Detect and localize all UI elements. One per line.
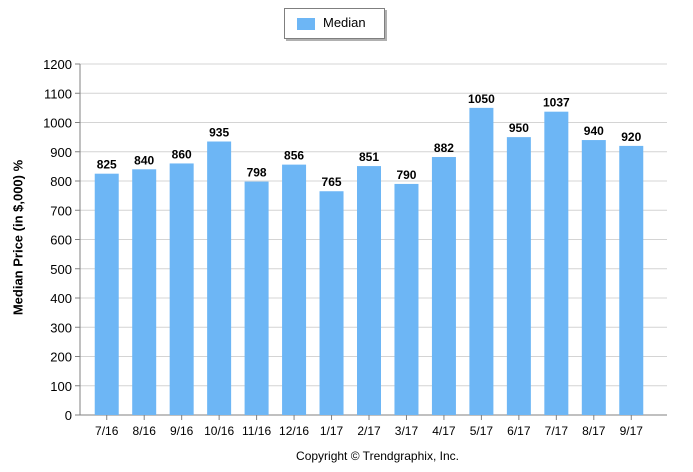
data-label: 920 — [621, 130, 641, 144]
x-tick-label: 7/17 — [545, 424, 569, 438]
x-tick-label: 8/16 — [133, 424, 157, 438]
bar — [207, 141, 232, 415]
y-axis-label: Median Price (in $,000) % — [10, 159, 26, 316]
x-tick-label: 12/16 — [279, 424, 309, 438]
y-tick-label: 1000 — [43, 116, 72, 131]
bar — [132, 169, 157, 415]
bar — [357, 166, 381, 415]
y-tick-label: 500 — [50, 262, 72, 277]
x-tick-label: 1/17 — [320, 424, 344, 438]
data-label: 950 — [509, 121, 529, 135]
data-label: 882 — [434, 141, 454, 155]
x-tick-label: 9/17 — [620, 424, 644, 438]
data-label: 765 — [322, 175, 342, 189]
data-label: 851 — [359, 150, 379, 164]
legend: Median — [284, 8, 385, 39]
data-label: 790 — [396, 168, 416, 182]
data-label: 1037 — [543, 96, 570, 110]
x-tick-label: 4/17 — [432, 424, 456, 438]
bar — [581, 140, 606, 416]
bar — [469, 107, 494, 415]
legend-label: Median — [323, 15, 366, 30]
y-tick-label: 600 — [50, 233, 72, 248]
data-labels: 825 840 860 935 798 856 765 851 790 882 1050 950 103… — [97, 92, 642, 189]
y-tick-label: 1100 — [44, 86, 72, 101]
bar — [94, 173, 119, 415]
bar — [319, 191, 344, 415]
data-label: 860 — [172, 147, 192, 161]
bar — [431, 157, 456, 415]
bar — [506, 137, 531, 415]
legend-swatch — [297, 18, 315, 30]
bar — [394, 183, 419, 415]
bar — [282, 164, 307, 415]
y-tick-label: 1200 — [43, 57, 72, 72]
data-label: 935 — [209, 126, 229, 140]
y-tick-label: 800 — [50, 174, 72, 189]
copyright-text: Copyright © Trendgraphix, Inc. — [296, 449, 459, 463]
x-tick-label: 2/17 — [357, 424, 381, 438]
x-tick-label: 5/17 — [470, 424, 494, 438]
data-label: 856 — [284, 149, 304, 163]
bar — [544, 111, 569, 416]
data-label: 825 — [97, 158, 117, 172]
data-label: 840 — [134, 153, 154, 167]
x-tick-label: 8/17 — [582, 424, 606, 438]
x-tick-label: 7/16 — [95, 424, 119, 438]
y-tick-label: 300 — [50, 320, 72, 335]
bar — [244, 181, 269, 415]
y-tick-label: 0 — [65, 408, 72, 423]
y-tick-label: 700 — [50, 203, 72, 218]
y-tick-label: 100 — [50, 379, 72, 394]
y-tick-labels: 0 100 200 300 400 500 600 700 800 900 1000 1100 1200 — [43, 57, 72, 423]
y-tick-label: 400 — [50, 291, 72, 306]
data-label: 940 — [584, 124, 604, 138]
data-label: 798 — [247, 166, 267, 180]
x-tick-label: 11/16 — [242, 424, 271, 438]
y-tick-label: 900 — [50, 145, 72, 160]
bar — [169, 163, 194, 415]
bars — [94, 107, 644, 416]
x-tick-labels: 7/16 8/16 9/16 10/16 11/16 12/16 1/17 2/17 3/17 4… — [95, 424, 643, 438]
x-tick-label: 6/17 — [507, 424, 531, 438]
x-tick-label: 9/16 — [170, 424, 194, 438]
x-tick-label: 10/16 — [204, 424, 234, 438]
bar — [619, 145, 644, 415]
y-tick-label: 200 — [50, 350, 72, 365]
data-label: 1050 — [468, 92, 495, 106]
x-tick-label: 3/17 — [395, 424, 419, 438]
